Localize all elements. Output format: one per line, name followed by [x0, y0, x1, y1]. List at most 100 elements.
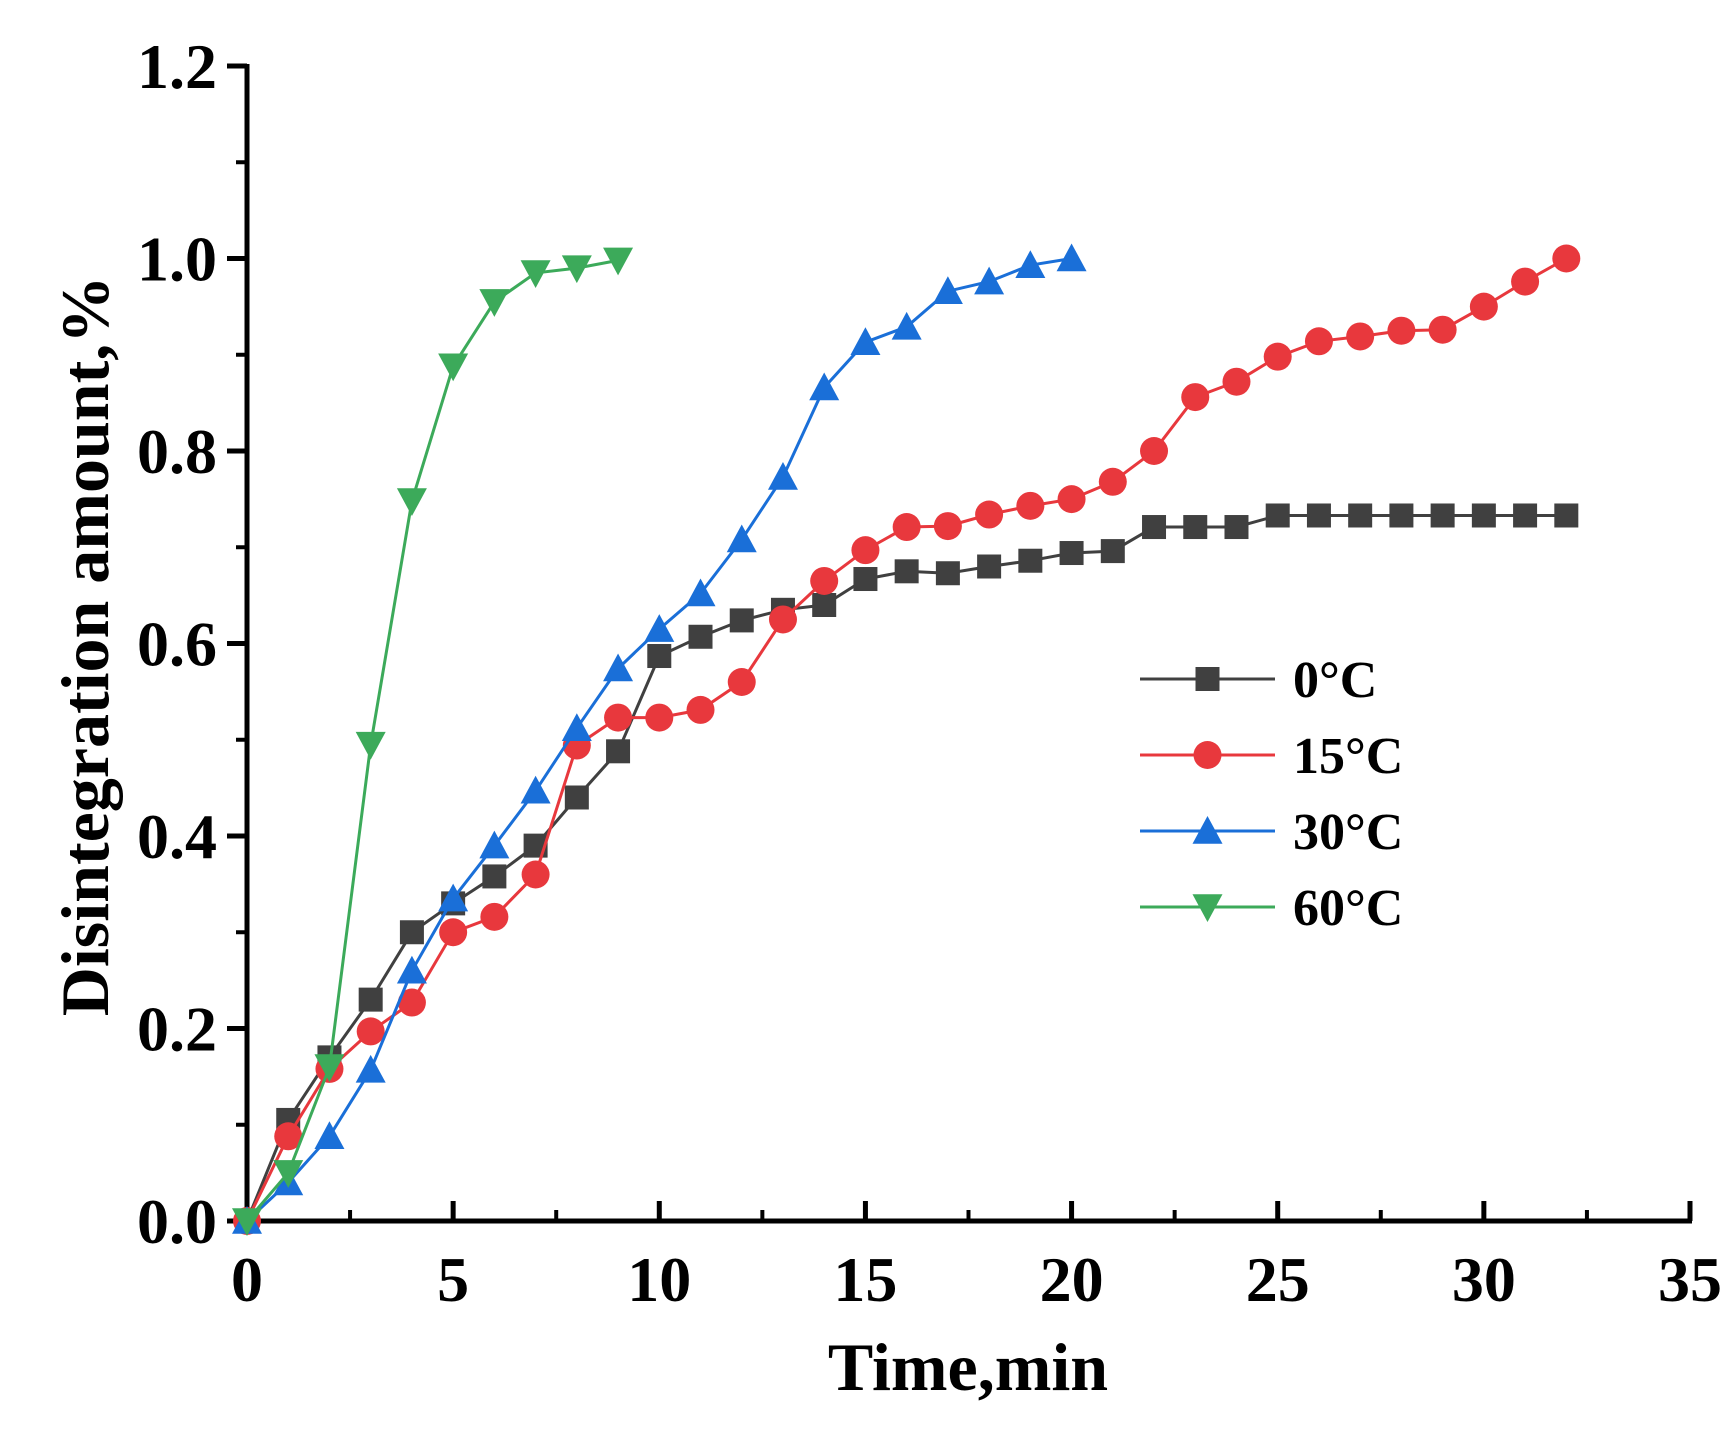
data-point	[850, 327, 881, 355]
legend-item: 0°C	[1140, 652, 1377, 709]
legend-label: 15°C	[1293, 728, 1403, 785]
y-tick-label: 0.4	[137, 801, 217, 872]
data-point	[1056, 243, 1087, 272]
data-point	[606, 739, 631, 764]
data-point	[1098, 467, 1127, 496]
legend-item: 15°C	[1140, 728, 1403, 785]
data-point	[767, 461, 798, 490]
data-point	[1142, 515, 1167, 540]
data-point	[1183, 515, 1208, 540]
data-point	[647, 644, 672, 669]
data-point	[520, 260, 551, 288]
data-point	[1552, 244, 1581, 273]
data-point	[1348, 503, 1373, 528]
legend-marker	[1195, 667, 1220, 691]
data-point	[809, 372, 840, 401]
data-point	[314, 1054, 345, 1082]
data-point	[1389, 503, 1414, 528]
data-point	[561, 255, 592, 284]
data-point	[1430, 503, 1455, 528]
data-point	[1428, 315, 1457, 344]
data-point	[812, 593, 837, 617]
data-point	[935, 561, 960, 586]
data-point	[892, 513, 921, 542]
x-tick-label: 10	[627, 1244, 691, 1315]
data-point	[520, 775, 551, 804]
x-tick-label: 30	[1452, 1244, 1516, 1315]
y-tick-label: 0.0	[137, 1186, 217, 1257]
data-point	[480, 902, 509, 931]
data-point	[1513, 503, 1538, 528]
series-layer	[232, 243, 1581, 1236]
data-point	[1346, 322, 1375, 351]
data-point	[1057, 485, 1086, 514]
data-point	[399, 920, 424, 945]
x-tick-label: 0	[231, 1244, 263, 1315]
x-tick-label: 25	[1246, 1244, 1310, 1315]
data-point	[1016, 491, 1045, 520]
x-axis-title: Time,min	[828, 1329, 1108, 1405]
data-point	[604, 703, 633, 732]
data-point	[851, 536, 880, 565]
data-point	[1304, 327, 1333, 356]
data-point	[355, 731, 386, 760]
data-point	[975, 500, 1004, 529]
data-point	[1554, 503, 1579, 528]
data-point	[479, 830, 510, 859]
series-line	[245, 514, 1567, 1222]
x-tick-label: 5	[437, 1244, 469, 1315]
legend-item: 60°C	[1140, 880, 1403, 937]
data-point	[1387, 316, 1416, 345]
data-point	[1140, 437, 1169, 465]
data-point	[396, 955, 427, 984]
y-tick-label: 0.2	[137, 994, 217, 1065]
data-point	[932, 276, 963, 304]
data-point	[561, 713, 592, 741]
data-point	[1059, 541, 1084, 566]
data-point	[273, 1160, 304, 1188]
data-point	[397, 988, 426, 1017]
data-point	[891, 311, 922, 340]
data-point	[479, 289, 510, 317]
data-point	[933, 512, 962, 541]
data-point	[726, 524, 757, 553]
legend-marker	[1192, 894, 1223, 922]
data-point	[685, 578, 716, 607]
y-tick-label: 1.0	[137, 224, 217, 295]
y-tick-label: 1.2	[137, 31, 217, 102]
data-point	[810, 566, 839, 595]
data-point	[396, 488, 427, 517]
data-point	[894, 559, 919, 584]
data-point	[358, 987, 383, 1012]
data-point	[768, 605, 797, 634]
y-axis-title: Disintegration amount,%	[47, 276, 123, 1016]
data-point	[1306, 503, 1331, 528]
series-30C	[232, 243, 1087, 1234]
data-point	[603, 653, 634, 682]
data-point	[521, 860, 550, 889]
data-point	[274, 1122, 303, 1151]
data-point	[232, 1208, 262, 1236]
data-point	[727, 668, 756, 696]
data-point	[1018, 548, 1043, 573]
series-60C	[232, 247, 634, 1236]
legend-item: 30°C	[1140, 804, 1403, 861]
data-point	[1222, 367, 1251, 396]
data-point	[439, 918, 468, 947]
data-point	[644, 614, 675, 642]
x-tick-label: 35	[1658, 1244, 1721, 1315]
data-point	[1015, 250, 1046, 278]
x-tick-label: 15	[833, 1244, 897, 1315]
data-point	[1265, 503, 1290, 528]
data-point	[974, 266, 1005, 295]
legend-label: 60°C	[1293, 880, 1403, 937]
legend-marker	[1193, 741, 1222, 769]
data-point	[356, 1017, 385, 1046]
legend-marker	[1192, 816, 1223, 844]
data-point	[1471, 503, 1496, 528]
x-tick-label: 20	[1040, 1244, 1104, 1315]
data-point	[1181, 383, 1210, 412]
data-point	[977, 554, 1002, 579]
